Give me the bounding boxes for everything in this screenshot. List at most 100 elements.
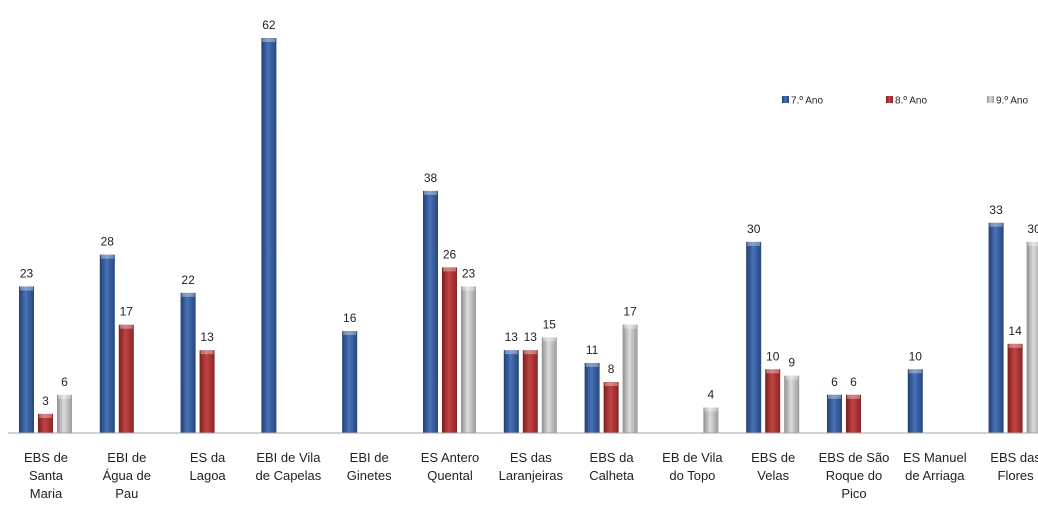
bar-highlight: [262, 38, 276, 42]
bar-3-1: [57, 394, 72, 433]
data-label: 11: [586, 343, 599, 357]
bar-2-2: [118, 324, 134, 433]
data-label: 26: [443, 247, 457, 261]
bar-highlight: [504, 350, 518, 355]
bar-highlight: [585, 362, 599, 367]
data-label: 33: [989, 203, 1003, 217]
bar-1-12: [907, 369, 923, 433]
category-label: EBS de: [751, 450, 795, 465]
legend-label: 7.º Ano: [791, 96, 823, 107]
bar-highlight: [847, 394, 860, 399]
category-label: Velas: [757, 468, 789, 483]
bar-highlight: [766, 369, 780, 374]
bar-highlight: [200, 350, 214, 355]
data-label: 10: [766, 349, 780, 363]
bar-highlight: [747, 241, 761, 246]
bar-1-5: [342, 331, 358, 433]
legend-swatch: [987, 96, 994, 103]
data-label: 23: [462, 266, 476, 280]
bar-3-13: [1026, 241, 1038, 433]
bar-1-13: [988, 222, 1004, 433]
bar-highlight: [119, 324, 133, 329]
bar-1-1: [19, 286, 34, 433]
bar-highlight: [785, 375, 799, 380]
category-label: Maria: [30, 486, 63, 501]
category-label: Água de: [103, 468, 151, 483]
bar-3-7: [541, 337, 557, 433]
bar-highlight: [443, 267, 456, 272]
data-label: 6: [850, 375, 857, 389]
category-label: EBI de: [350, 450, 389, 465]
bar-2-7: [522, 350, 538, 433]
data-label: 38: [424, 171, 438, 185]
legend-label: 9.º Ano: [996, 96, 1028, 107]
data-label: 22: [181, 273, 195, 287]
data-label: 28: [101, 235, 115, 249]
bar-2-6: [442, 267, 457, 433]
category-label: EBI de: [107, 450, 146, 465]
category-label: Calheta: [589, 468, 635, 483]
bar-3-8: [622, 324, 638, 433]
category-label: de Arriaga: [905, 468, 965, 483]
data-label: 17: [623, 305, 637, 319]
category-label: EBS de São: [819, 450, 890, 465]
category-label: do Topo: [669, 468, 715, 483]
data-label: 10: [909, 349, 923, 363]
data-label: 6: [61, 375, 68, 389]
bar-highlight: [20, 286, 33, 291]
bar-2-8: [603, 382, 619, 433]
bar-highlight: [462, 286, 475, 291]
bar-highlight: [1008, 343, 1022, 348]
category-label: ES da: [190, 450, 226, 465]
category-label: Ginetes: [347, 468, 392, 483]
data-label: 13: [200, 330, 214, 344]
bar-highlight: [100, 254, 114, 259]
data-label: 13: [505, 330, 519, 344]
category-label: EBS da: [590, 450, 635, 465]
category-label: EBI de Vila: [256, 450, 321, 465]
bar-highlight: [39, 413, 52, 418]
bar-1-4: [261, 38, 277, 433]
data-label: 9: [788, 356, 795, 370]
bar-highlight: [181, 292, 195, 297]
data-label: 6: [831, 375, 838, 389]
bar-highlight: [523, 350, 537, 355]
bar-highlight: [828, 394, 841, 399]
bar-2-3: [199, 350, 215, 433]
data-label: 30: [1027, 222, 1038, 236]
data-label: 30: [747, 222, 761, 236]
bar-1-6: [423, 190, 438, 433]
data-label: 17: [120, 305, 134, 319]
category-label: Laranjeiras: [499, 468, 564, 483]
category-label: Pico: [841, 486, 866, 501]
category-label: Roque do: [826, 468, 882, 483]
bar-1-10: [746, 241, 762, 433]
data-label: 15: [543, 317, 557, 331]
bar-1-11: [827, 394, 842, 433]
category-label: EB de Vila: [662, 450, 723, 465]
bar-2-1: [38, 413, 53, 433]
category-label: Santa: [29, 468, 64, 483]
category-label: Flores: [998, 468, 1035, 483]
bar-highlight: [343, 331, 357, 336]
data-label: 3: [42, 394, 49, 408]
data-label: 13: [524, 330, 538, 344]
data-label: 4: [708, 388, 715, 402]
bar-highlight: [424, 190, 437, 195]
bar-highlight: [1027, 241, 1038, 246]
bar-2-11: [846, 394, 861, 433]
category-label: ES Manuel: [903, 450, 967, 465]
bar-1-7: [503, 350, 519, 433]
bar-1-2: [99, 254, 115, 433]
bar-highlight: [542, 337, 556, 342]
category-label: EBS de: [24, 450, 68, 465]
category-label: ES das: [510, 450, 552, 465]
bar-3-10: [784, 375, 800, 433]
legend-swatch: [782, 96, 789, 103]
legend-label: 8.º Ano: [895, 96, 927, 107]
data-label: 8: [608, 362, 615, 376]
category-label: de Capelas: [256, 468, 322, 483]
bar-highlight: [704, 407, 718, 412]
category-label: ES Antero: [421, 450, 480, 465]
